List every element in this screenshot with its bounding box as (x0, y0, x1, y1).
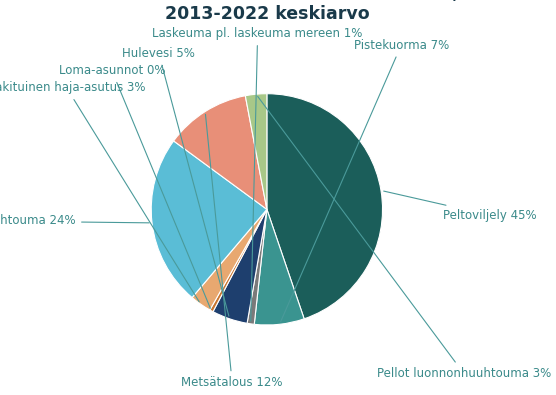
Wedge shape (173, 96, 267, 209)
Wedge shape (210, 209, 267, 312)
Text: Pistekuorma 7%: Pistekuorma 7% (281, 39, 449, 322)
Text: Metsät luonnonhuuhtouma 24%: Metsät luonnonhuuhtouma 24% (0, 214, 149, 228)
Text: Laskeuma pl. laskeuma mereen 1%: Laskeuma pl. laskeuma mereen 1% (152, 27, 363, 321)
Title: Fosforikuormitus Suomesta Itämereen,
2013-2022 keskiarvo: Fosforikuormitus Suomesta Itämereen, 201… (75, 0, 459, 23)
Wedge shape (245, 94, 267, 209)
Wedge shape (192, 209, 267, 310)
Text: Loma-asunnot 0%: Loma-asunnot 0% (58, 64, 210, 308)
Text: Hulevesi 5%: Hulevesi 5% (122, 47, 229, 316)
Text: Vakituinen haja-asutus 3%: Vakituinen haja-asutus 3% (0, 81, 199, 302)
Wedge shape (151, 141, 267, 297)
Wedge shape (213, 209, 267, 323)
Text: Peltoviljely 45%: Peltoviljely 45% (384, 191, 537, 222)
Text: Pellot luonnonhuuhtouma 3%: Pellot luonnonhuuhtouma 3% (258, 96, 551, 380)
Wedge shape (267, 94, 383, 319)
Wedge shape (247, 209, 267, 324)
Text: Metsätalous 12%: Metsätalous 12% (181, 114, 283, 389)
Wedge shape (254, 209, 304, 325)
